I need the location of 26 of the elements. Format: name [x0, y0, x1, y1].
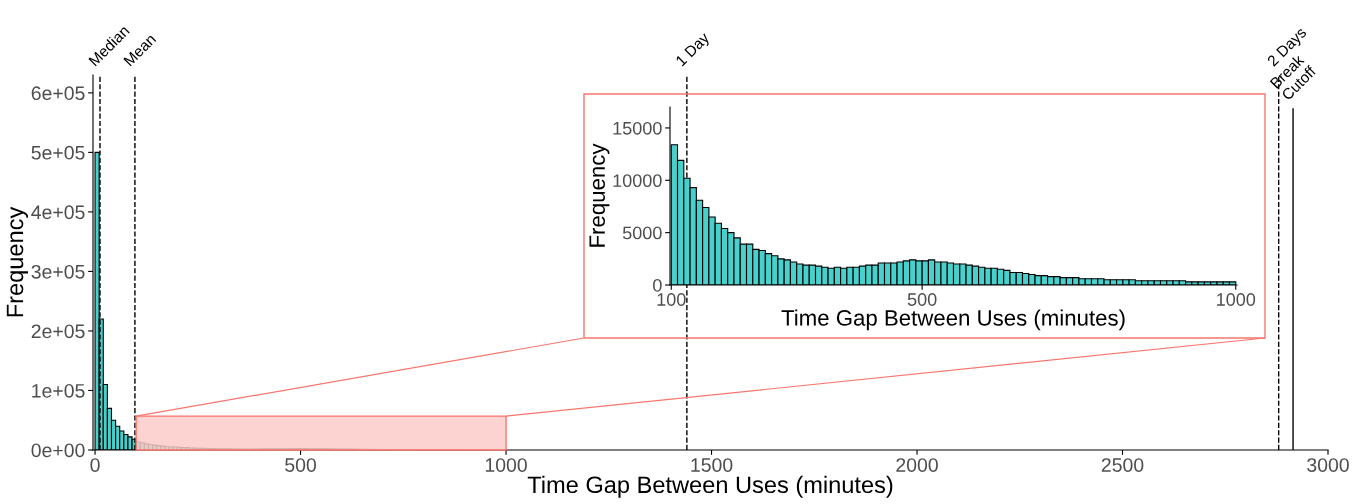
- x-tick-label: 1500: [691, 458, 733, 472]
- y-tick-label: 1e+05: [32, 383, 85, 398]
- x-axis-title: Time Gap Between Uses (minutes): [527, 475, 893, 498]
- y-tick-label: 15000: [613, 121, 662, 135]
- x-axis-title: Time Gap Between Uses (minutes): [781, 309, 1125, 331]
- x-tick-label: 2000: [896, 458, 938, 472]
- x-tick-label: 100: [657, 293, 686, 306]
- y-tick-label: 0e+00: [31, 443, 85, 458]
- x-tick-label: 2500: [1101, 458, 1144, 472]
- x-tick-label: 0: [90, 458, 100, 472]
- y-tick-label: 2e+05: [31, 324, 85, 339]
- x-tick-label: 500: [285, 458, 317, 472]
- x-tick-label: 500: [907, 293, 937, 306]
- y-tick-label: 6e+05: [31, 86, 85, 101]
- y-tick-label: 3e+05: [31, 264, 85, 279]
- y-tick-label: 10000: [613, 174, 662, 188]
- y-tick-label: 0: [653, 278, 662, 292]
- x-tick-label: 1000: [485, 458, 527, 472]
- y-axis-title: Frequency: [6, 206, 28, 317]
- x-tick-label: 3000: [1307, 458, 1349, 472]
- y-tick-label: 5e+05: [31, 145, 85, 160]
- y-axis-title: Frequency: [589, 143, 610, 247]
- x-tick-label: 1000: [1217, 293, 1256, 306]
- ref-line-label: 1 Day: [675, 31, 713, 69]
- y-tick-label: 5000: [622, 226, 662, 240]
- y-tick-label: 4e+05: [31, 205, 85, 220]
